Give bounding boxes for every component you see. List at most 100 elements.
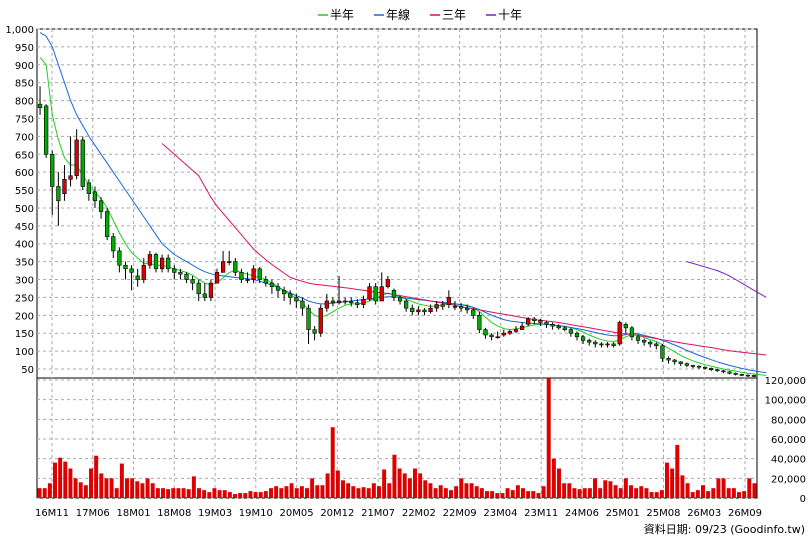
candle-body (452, 306, 458, 308)
candle-body (629, 327, 635, 338)
candle-body (544, 322, 549, 325)
x-tick-label: 18M01 (116, 508, 150, 519)
candle-body (428, 307, 433, 313)
volume-bar (479, 488, 484, 498)
volume-bar (284, 486, 289, 498)
price-tick-label: 300 (15, 276, 34, 287)
candle-body (318, 307, 323, 334)
candle-body (294, 297, 299, 302)
candle-body (196, 282, 201, 295)
volume-bar (618, 488, 623, 498)
volume-bar (186, 489, 191, 498)
volume-bar (474, 486, 479, 498)
candle-body (233, 261, 238, 273)
price-tick-label: 500 (15, 204, 34, 215)
candle-body (568, 329, 574, 334)
volume-bar (335, 470, 340, 498)
legend: 半年 年線 三年 十年 (318, 7, 522, 22)
volume-bar (222, 490, 227, 498)
volume-bar (680, 475, 685, 498)
x-tick-label: 23M04 (483, 508, 517, 519)
volume-bar (644, 488, 649, 498)
ma-line-ma_3y (161, 143, 767, 356)
volume-bar (654, 492, 659, 498)
volume-bar (382, 469, 387, 498)
candle-body (526, 318, 531, 325)
grid (37, 28, 757, 499)
volume-bar (433, 488, 438, 498)
volume-bar (454, 486, 459, 498)
volume-bar (305, 488, 309, 498)
volume-bar (310, 478, 315, 498)
volume-bar (665, 462, 669, 498)
volume-bar (557, 468, 561, 498)
candle-body (98, 200, 104, 212)
candle-body (507, 331, 513, 334)
ma-line-ma_year (39, 32, 767, 374)
volume-bar (109, 478, 114, 498)
candle-body (269, 282, 275, 287)
volume-bar (572, 488, 577, 498)
candle-body (471, 309, 476, 316)
candle-body (641, 340, 647, 343)
candle-body (751, 375, 757, 377)
volume-bar (176, 488, 181, 498)
volume-tick-label: 80,000 (771, 415, 806, 426)
x-tick-label: 25M01 (606, 508, 640, 519)
candle-body (141, 264, 146, 280)
volume-bar (53, 462, 57, 498)
candle-body (312, 329, 317, 334)
x-tick-label: 19M03 (198, 508, 232, 519)
candle-body (666, 357, 671, 361)
volume-bar (526, 491, 531, 498)
volume-tick-label: 60,000 (771, 435, 806, 446)
price-axis: 1,000 950 900 850 800 750 700 650 600 550 500 450 40… (5, 25, 34, 376)
candle-body (324, 300, 329, 309)
volume-bar (423, 480, 428, 498)
volume-bar (99, 473, 104, 498)
price-panel (36, 28, 758, 379)
candle-body (147, 254, 153, 266)
candle-body (556, 325, 561, 329)
volume-bar (238, 493, 243, 498)
candle-body (111, 236, 116, 252)
candle-body (367, 286, 372, 300)
volume-bar (145, 478, 150, 498)
volume-bar (418, 473, 423, 498)
volume-bar (387, 483, 392, 498)
candle-body (739, 374, 744, 376)
candle-body (501, 332, 506, 336)
x-tick-label: 26M09 (728, 508, 762, 519)
candle-body (281, 289, 287, 295)
volume-bar (675, 444, 680, 498)
candle-body (202, 293, 207, 298)
candle-body (68, 175, 73, 180)
x-tick-label: 20M05 (280, 508, 314, 519)
volume-bar (449, 490, 453, 498)
volume-bar (68, 468, 73, 498)
volume-bar (274, 486, 279, 498)
candle-body (715, 369, 720, 372)
volume-bar (695, 490, 700, 498)
volume-bar (495, 493, 500, 498)
volume-bar (217, 490, 222, 498)
candle-body (117, 250, 122, 266)
volume-bar (690, 492, 695, 498)
volume-bar (613, 485, 618, 498)
candle-body (306, 307, 311, 330)
volume-bar (670, 468, 675, 498)
volume-bar (721, 478, 726, 498)
candle-body (538, 320, 543, 323)
candle-body (391, 289, 397, 298)
volume-bar (629, 485, 633, 498)
candle-body (355, 302, 360, 305)
candle-body (361, 298, 366, 305)
candle-body (330, 300, 336, 304)
volume-bar (130, 478, 135, 498)
volume-bar (500, 493, 505, 498)
volume-bar (366, 488, 371, 498)
volume-bar (443, 488, 448, 498)
price-tick-label: 550 (15, 186, 34, 197)
volume-bar (253, 492, 258, 498)
candle-body (74, 139, 79, 177)
